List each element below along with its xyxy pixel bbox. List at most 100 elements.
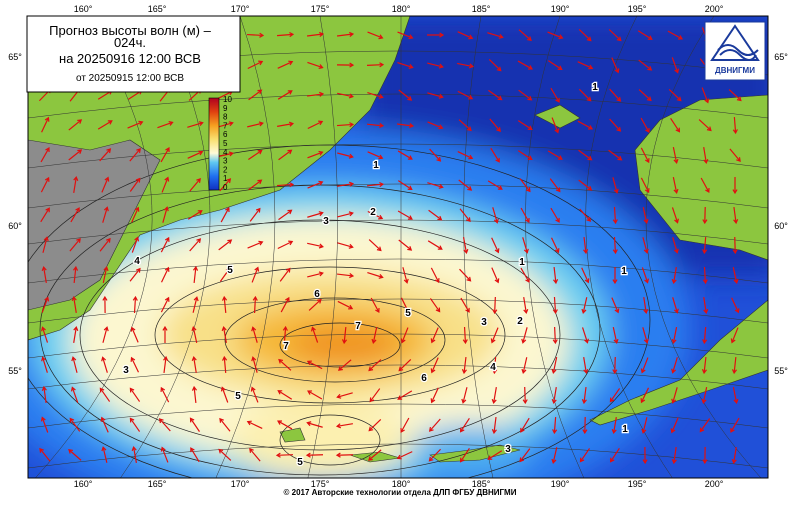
arrow-shape [337, 242, 354, 249]
arrow [701, 387, 708, 404]
arrow [308, 298, 322, 311]
arrow-shape [732, 267, 739, 284]
arrow [671, 207, 679, 224]
arrow [703, 297, 709, 315]
arrow [307, 120, 324, 130]
arrow-shape [247, 60, 264, 70]
arrow-shape [459, 448, 470, 463]
arrow-shape [337, 92, 354, 99]
arrow [427, 92, 444, 99]
lon-label-top: 185° [472, 4, 491, 14]
arrow-shape [192, 296, 199, 313]
arrow-shape [492, 296, 498, 315]
arrow [368, 359, 382, 372]
arrow-shape [551, 357, 558, 374]
arrow-shape [367, 31, 384, 40]
arrow-shape [307, 180, 324, 189]
arrow [552, 326, 558, 345]
arrow [160, 147, 170, 163]
colorbar-label: 4 [223, 148, 228, 157]
arrow-shape [41, 356, 48, 373]
arrow-shape [551, 117, 560, 134]
aleutians [279, 427, 521, 463]
arrow [611, 297, 620, 314]
arrow [131, 236, 140, 253]
arrow-shape [489, 118, 501, 132]
arrow [700, 177, 710, 194]
arrow [426, 32, 445, 38]
arrow [640, 357, 649, 374]
arrow-shape [702, 446, 708, 465]
arrow-shape [157, 120, 174, 129]
arrow [282, 325, 288, 344]
arrow-shape [336, 273, 355, 279]
arrow-shape [640, 387, 650, 404]
arrow-shape [398, 239, 413, 251]
arrow [668, 89, 682, 102]
arrow-shape [71, 356, 78, 373]
arrow-shape [703, 297, 709, 315]
arrow-shape [248, 89, 263, 101]
footer: © 2017 Авторские технологии отдела ДЛП Ф… [284, 488, 517, 497]
arrow [97, 120, 113, 130]
arrow [462, 237, 469, 255]
arrow [517, 150, 533, 160]
arrow [730, 417, 740, 433]
arrow [400, 417, 410, 434]
arrow [397, 390, 413, 400]
arrow-shape [609, 388, 621, 403]
arrow-shape [306, 360, 323, 370]
arrow-shape [517, 120, 533, 130]
arrow-shape [187, 121, 204, 128]
arrow-shape [68, 448, 82, 461]
arrow [608, 29, 622, 42]
contour-label: 6 [421, 373, 427, 384]
arrow [250, 386, 259, 403]
arrow [427, 62, 444, 69]
arrow [578, 88, 592, 102]
meridian [585, 16, 673, 478]
arrow-shape [397, 210, 413, 220]
arrow [427, 121, 444, 130]
arrow [492, 356, 498, 375]
arrow-shape [307, 211, 324, 218]
arrow [41, 326, 49, 343]
arrow-shape [520, 207, 530, 223]
arrow-shape [219, 178, 232, 192]
arrow-shape [101, 176, 110, 193]
arrow [492, 207, 499, 224]
arrow-shape [491, 416, 497, 435]
arrow-shape [640, 357, 649, 374]
arrow-shape [612, 356, 618, 375]
arrow [217, 151, 234, 158]
arrow-shape [728, 89, 742, 102]
arrow-shape [702, 236, 708, 255]
arrow-shape [336, 392, 353, 399]
arrow [336, 31, 355, 37]
arrow-shape [492, 207, 499, 224]
arrow [366, 181, 385, 188]
arrow-shape [702, 326, 708, 345]
arrow [158, 418, 171, 432]
arrow [488, 89, 503, 101]
arrow [366, 62, 385, 68]
arrow [702, 326, 708, 345]
arrow-shape [132, 295, 138, 314]
arrow [190, 447, 200, 463]
arrow [307, 390, 323, 400]
arrow-shape [221, 295, 228, 314]
arrow-shape [578, 179, 593, 191]
arrow [191, 355, 197, 373]
lon-label-bottom: 185° [472, 479, 491, 489]
arrow-shape [430, 327, 439, 344]
arrow-shape [278, 149, 293, 161]
arrow [217, 121, 234, 128]
arrow-shape [518, 29, 532, 42]
arrow-shape [583, 236, 589, 255]
arrow [550, 207, 560, 223]
arrow [277, 121, 295, 127]
title-box [26, 15, 241, 93]
arrow-shape [521, 357, 528, 374]
lat-label-left: 60° [8, 221, 22, 231]
arrow [552, 416, 558, 435]
